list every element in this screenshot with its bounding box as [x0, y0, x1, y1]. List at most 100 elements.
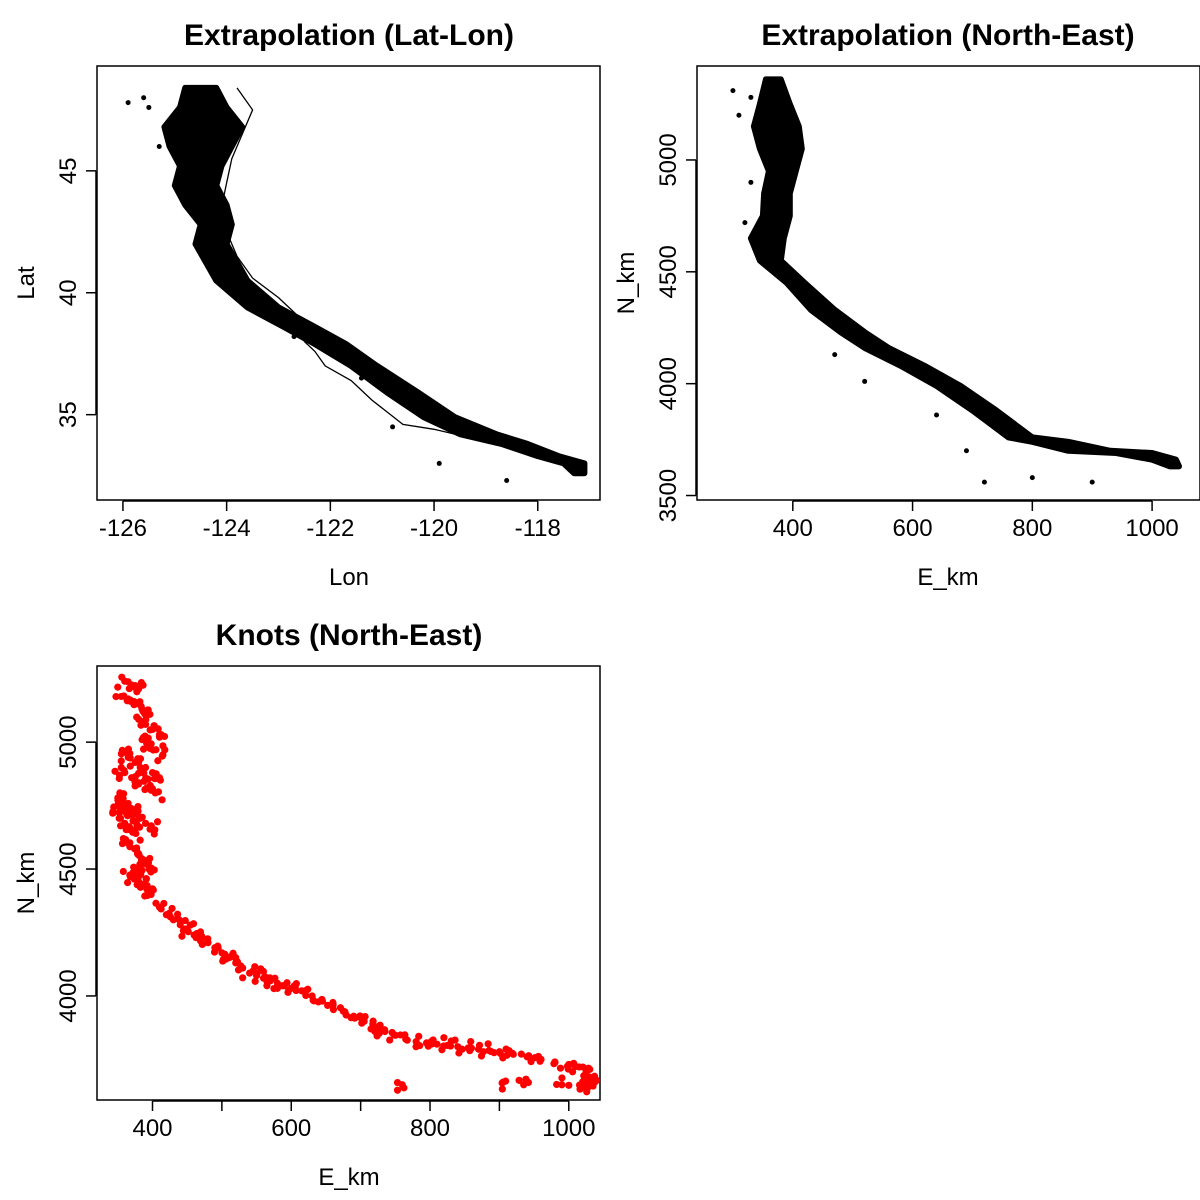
knot-point	[586, 1065, 594, 1073]
knot-point	[137, 856, 146, 864]
knot-point	[136, 883, 145, 891]
coastline-line	[220, 87, 585, 474]
y-axis: 35 40 45	[55, 157, 97, 428]
knot-point	[563, 1062, 572, 1070]
extrapolation-speck	[125, 100, 131, 106]
knot-point	[266, 974, 274, 982]
knot-point	[147, 786, 155, 794]
knot-point	[126, 762, 134, 770]
panel-north-east-extrapolation: Extrapolation (North-East) 400 600 800 1000…	[613, 19, 1200, 591]
knot-point	[119, 867, 127, 876]
x-tick-label: -122	[306, 515, 354, 542]
extrapolation-speck	[358, 375, 364, 381]
knot-point	[116, 822, 125, 830]
knot-point	[253, 969, 261, 978]
extrapolation-speck	[736, 112, 742, 118]
extrapolation-speck	[748, 179, 754, 185]
chart-title: Extrapolation (North-East)	[761, 19, 1134, 52]
knot-point	[124, 878, 132, 887]
knot-point	[565, 1081, 573, 1089]
x-axis: -126 -124 -122 -120 -118	[99, 500, 561, 542]
y-tick-label: 4500	[655, 245, 682, 298]
x-tick-label: 1000	[542, 1115, 595, 1142]
knot-point	[152, 746, 160, 754]
knot-point	[161, 746, 169, 754]
knot-point	[226, 953, 234, 961]
knot-point	[139, 745, 148, 753]
extrapolation-speck	[146, 104, 152, 110]
x-tick-label: -124	[203, 515, 251, 542]
knot-point	[440, 1034, 448, 1042]
knot-point	[198, 940, 206, 949]
y-tick-label: 5000	[55, 715, 82, 768]
knot-point	[283, 979, 291, 987]
knot-point	[393, 1078, 402, 1087]
extrapolation-speck	[156, 143, 162, 149]
knot-point	[400, 1084, 408, 1092]
knot-point	[393, 1086, 402, 1094]
knot-point	[153, 818, 162, 826]
knot-point	[158, 752, 166, 760]
knot-point	[412, 1043, 420, 1051]
knot-point	[440, 1042, 448, 1050]
knot-point	[189, 920, 198, 928]
knot-point	[553, 1080, 561, 1089]
extrapolation-speck	[291, 334, 297, 340]
knot-point	[579, 1063, 587, 1071]
knot-point	[116, 789, 124, 797]
knot-point	[467, 1038, 475, 1046]
knot-point	[133, 713, 141, 721]
knot-point	[131, 777, 139, 786]
knot-point	[136, 836, 144, 844]
extrapolation-region	[161, 84, 588, 477]
knot-point	[178, 932, 186, 940]
y-tick-label: 4000	[655, 357, 682, 410]
knot-point	[490, 1049, 498, 1057]
y-tick-label: 4500	[55, 842, 82, 895]
panel-lat-lon: Extrapolation (Lat-Lon) -126 -124 -122 -120…	[13, 19, 601, 591]
knot-point	[147, 740, 155, 748]
knot-point	[126, 697, 134, 705]
y-tick-label: 35	[55, 401, 82, 428]
knot-point	[302, 991, 310, 1000]
extrapolation-speck	[760, 135, 766, 141]
x-tick-label: 600	[271, 1115, 311, 1142]
extrapolation-speck	[748, 94, 754, 100]
knot-point	[133, 820, 141, 829]
extrapolation-speck	[390, 424, 396, 430]
knot-point	[150, 830, 158, 838]
knot-point	[576, 1085, 584, 1093]
knot-point	[139, 733, 147, 742]
knot-point	[239, 974, 247, 982]
extrapolation-speck	[754, 246, 760, 252]
plot-area	[730, 76, 1182, 485]
knot-point	[181, 916, 189, 925]
extrapolation-speck	[141, 95, 147, 101]
extrapolation-speck	[203, 168, 209, 174]
knot-point	[141, 785, 149, 794]
knot-point	[356, 1012, 364, 1020]
knot-point	[550, 1060, 558, 1068]
y-tick-label: 40	[55, 279, 82, 306]
knot-point	[466, 1047, 474, 1055]
knot-point	[380, 1026, 389, 1034]
knot-point	[251, 977, 259, 985]
knot-point	[141, 819, 150, 827]
knot-point	[154, 788, 163, 796]
knot-point	[234, 966, 243, 974]
x-axis: 400 600 800 1000	[773, 500, 1179, 542]
y-axis-label: N_km	[13, 852, 40, 915]
knot-point	[592, 1076, 600, 1084]
knot-point	[323, 1001, 332, 1010]
x-tick-label: -118	[515, 515, 561, 542]
knot-point	[138, 813, 146, 821]
knot-point	[115, 771, 124, 779]
knot-point	[517, 1050, 525, 1058]
knot-point	[496, 1049, 504, 1058]
knot-point	[388, 1028, 396, 1037]
knot-point	[498, 1085, 506, 1093]
chart-title: Extrapolation (Lat-Lon)	[184, 19, 514, 52]
knot-point	[158, 796, 166, 804]
knot-point	[556, 1064, 565, 1072]
